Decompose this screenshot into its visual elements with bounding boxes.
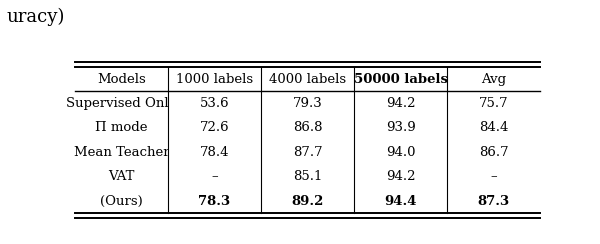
Text: uracy): uracy) [6,7,64,26]
